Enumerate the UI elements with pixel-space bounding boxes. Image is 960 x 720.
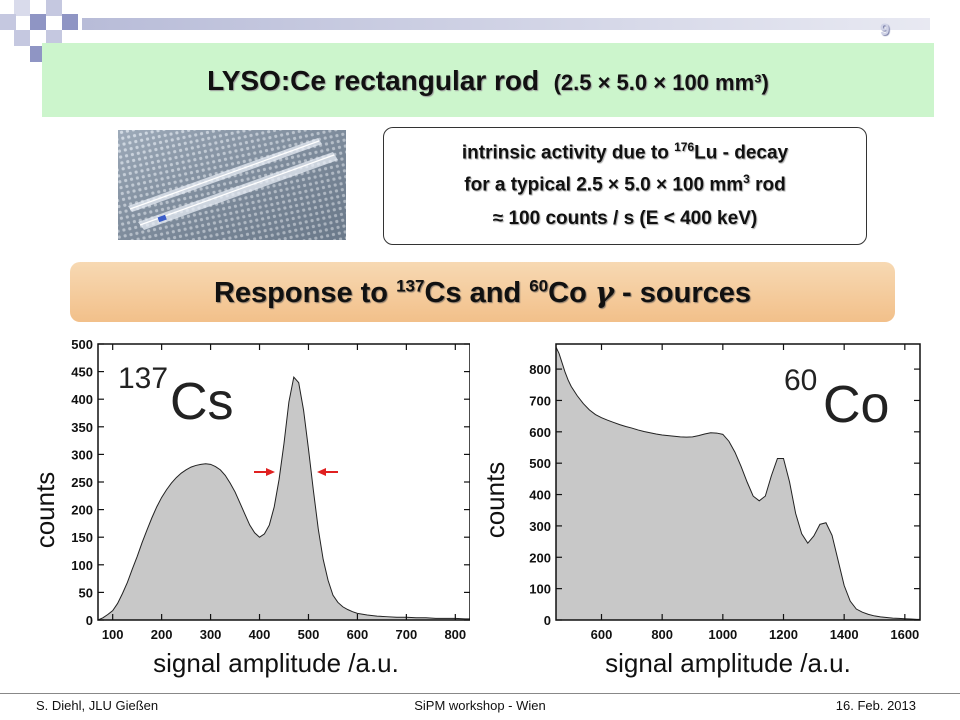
title-main: LYSO:Ce rectangular rod — [207, 65, 540, 96]
info-line-1-text: intrinsic activity due to — [461, 142, 675, 164]
cs-y-tick-label: 250 — [71, 475, 93, 490]
response-co: Co — [548, 277, 595, 309]
page-number: 9 — [880, 20, 890, 39]
cs-histogram-line — [97, 376, 470, 621]
title-banner: LYSO:Ce rectangular rod (2.5 × 5.0 × 100… — [42, 43, 934, 117]
info-line-1: intrinsic activity due to 176Lu - decay — [384, 140, 866, 164]
footer-author: S. Diehl, JLU Gießen — [36, 698, 159, 713]
response-co-sup: 60 — [529, 276, 549, 296]
co-histogram-fill — [556, 347, 920, 620]
slide-title: LYSO:Ce rectangular rod (2.5 × 5.0 × 100… — [42, 65, 934, 97]
co-y-tick-label: 800 — [529, 362, 551, 377]
co-plot-frame — [555, 343, 921, 621]
cs-y-tick-label: 300 — [71, 447, 93, 462]
info-line-1-end: Lu - decay — [694, 142, 789, 164]
intrinsic-activity-box: intrinsic activity due to 176Lu - decay … — [383, 127, 867, 245]
response-cs: Cs and — [424, 277, 530, 309]
co-x-tick-label: 1000 — [708, 627, 737, 642]
title-dimensions: (2.5 × 5.0 × 100 mm³) — [553, 70, 769, 95]
cs-isotope-element: Cs — [170, 373, 234, 431]
co-isotope-mass: 60 — [784, 364, 817, 397]
cs-y-axis-label: counts — [30, 472, 60, 549]
co-y-tick-label: 700 — [529, 393, 551, 408]
co-x-tick-label: 600 — [591, 627, 613, 642]
cs-x-tick-label: 200 — [151, 627, 173, 642]
cs-x-tick-label: 500 — [298, 627, 320, 642]
header-bar — [82, 18, 930, 30]
co-y-axis-label: counts — [480, 462, 510, 539]
cs137-spectrum-chart: 137 Cs signal amplitude /a.u. counts 2σ … — [30, 337, 470, 678]
co-x-tick-label: 1400 — [830, 627, 859, 642]
co-y-tick-label: 400 — [529, 488, 551, 503]
cs-y-tick-label: 450 — [71, 365, 93, 380]
cs-x-tick-label: 600 — [347, 627, 369, 642]
co-x-axis-label: signal amplitude /a.u. — [605, 648, 851, 678]
footer-divider — [0, 693, 960, 694]
response-text-1: Response to — [213, 277, 397, 309]
co-y-tick-label: 500 — [529, 456, 551, 471]
cs-x-tick-label: 700 — [396, 627, 418, 642]
response-gamma: γ — [594, 275, 614, 309]
cs-y-tick-label: 350 — [71, 420, 93, 435]
info-line-2-sup: 3 — [743, 172, 750, 186]
cs-y-tick-label: 50 — [79, 585, 93, 600]
info-line-2-end: rod — [749, 174, 786, 196]
co-y-tick-label: 200 — [529, 550, 551, 565]
response-cs-sup: 137 — [396, 276, 425, 296]
co-y-tick-label: 300 — [529, 519, 551, 534]
footer-event: SiPM workshop - Wien — [414, 698, 546, 713]
footer-date: 16. Feb. 2013 — [835, 698, 916, 713]
cs-y-tick-label: 100 — [71, 558, 93, 573]
info-line-2-text: for a typical 2.5 × 5.0 × 100 mm — [464, 174, 744, 196]
co60-spectrum-chart: 60 Co signal amplitude /a.u. counts 0 100… — [480, 343, 921, 678]
cs-x-tick-label: 800 — [444, 627, 466, 642]
co-isotope-element: Co — [823, 376, 889, 434]
cs-y-tick-label: 400 — [71, 392, 93, 407]
cs-x-tick-label: 100 — [102, 627, 124, 642]
response-title: Response to 137Cs and 60Co γ - sources — [70, 275, 895, 310]
co-y-tick-label: 100 — [529, 582, 551, 597]
info-line-1-sup: 176 — [674, 140, 695, 154]
response-text-end: - sources — [614, 277, 751, 309]
crystal-rod-photo — [118, 130, 346, 240]
cs-y-tick-label: 0 — [86, 613, 93, 628]
cs-isotope-mass: 137 — [118, 362, 168, 395]
co-y-tick-label: 0 — [544, 613, 551, 628]
cs-x-tick-label: 400 — [249, 627, 271, 642]
info-line-3: ≈ 100 counts / s (E < 400 keV) — [492, 208, 758, 229]
cs-x-axis-label: signal amplitude /a.u. — [153, 648, 399, 678]
response-banner: Response to 137Cs and 60Co γ - sources — [70, 262, 895, 322]
co-y-tick-label: 600 — [529, 425, 551, 440]
cs-y-tick-label: 200 — [71, 503, 93, 518]
co-histogram-line — [555, 346, 920, 620]
cs-x-tick-label: 300 — [200, 627, 222, 642]
cs-y-tick-label: 500 — [71, 337, 93, 352]
co-x-tick-label: 1200 — [769, 627, 798, 642]
cs-histogram-fill — [98, 377, 470, 620]
info-line-2: for a typical 2.5 × 5.0 × 100 mm3 rod — [384, 172, 866, 196]
co-x-tick-label: 1600 — [890, 627, 919, 642]
co-x-tick-label: 800 — [651, 627, 673, 642]
cs-y-tick-label: 150 — [71, 530, 93, 545]
